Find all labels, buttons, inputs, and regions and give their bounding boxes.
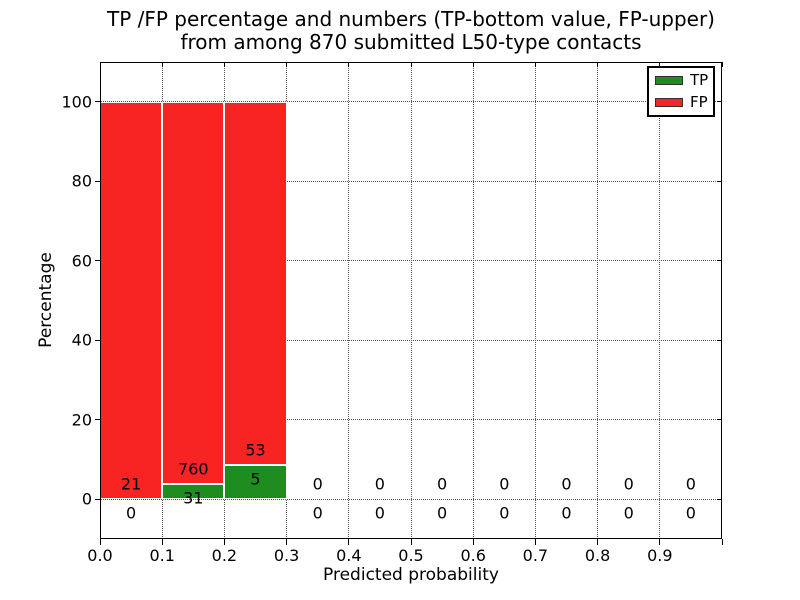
x-tick-mark <box>597 539 599 545</box>
fp-count-label: 53 <box>245 440 266 460</box>
x-tick-mark <box>410 539 412 545</box>
legend-label-fp: FP <box>690 93 708 111</box>
y-tick-mark <box>95 260 100 262</box>
x-tick-mark <box>472 539 474 545</box>
x-gridline <box>348 62 350 539</box>
y-tick-mark <box>95 498 100 500</box>
x-tick-mark-top <box>534 62 536 67</box>
tp-color-swatch-icon <box>655 76 683 85</box>
x-tick-mark-top <box>597 62 599 67</box>
fp-count-label: 0 <box>374 474 385 494</box>
x-tick-mark-top <box>286 62 288 67</box>
y-tick-mark-right <box>717 260 722 262</box>
tp-count-label: 0 <box>312 503 323 523</box>
y-tick-label: 40 <box>71 330 92 350</box>
tp-count-label: 5 <box>250 469 261 489</box>
fp-color-swatch-icon <box>655 98 683 107</box>
x-gridline <box>286 62 288 539</box>
x-tick-label: 0.1 <box>149 546 175 565</box>
fp-count-label: 0 <box>623 474 634 494</box>
x-tick-mark <box>223 539 225 545</box>
x-tick-label: 0.7 <box>522 546 549 565</box>
x-tick-label: 0.6 <box>460 546 486 565</box>
y-tick-mark <box>95 419 100 421</box>
tp-count-label: 0 <box>374 503 385 523</box>
bar-segment-tp <box>224 464 287 500</box>
y-tick-mark-right <box>717 419 722 421</box>
x-tick-label: 0.2 <box>211 546 238 565</box>
x-tick-mark-top <box>721 62 723 67</box>
legend: TP FP <box>647 66 715 117</box>
tp-count-label: 31 <box>183 488 204 508</box>
legend-item-fp: FP <box>655 93 708 111</box>
x-tick-label: 0.9 <box>647 546 673 565</box>
bar-segment-fp <box>162 101 225 484</box>
bar-segment-fp <box>224 101 287 465</box>
x-gridline <box>597 62 599 539</box>
fp-count-label: 0 <box>685 474 696 494</box>
x-tick-mark-top <box>659 62 661 67</box>
x-tick-label: 0.4 <box>336 546 362 565</box>
x-tick-mark-top <box>410 62 412 67</box>
x-tick-mark <box>721 539 723 545</box>
y-tick-mark <box>95 180 100 182</box>
fp-count-label: 21 <box>120 474 142 494</box>
x-tick-mark <box>348 539 350 545</box>
tp-count-label: 0 <box>685 503 696 523</box>
fp-count-label: 0 <box>312 474 323 494</box>
x-gridline <box>659 62 661 539</box>
y-tick-mark-right <box>717 180 722 182</box>
x-gridline <box>410 62 412 539</box>
y-axis-label: Percentage <box>36 252 56 348</box>
y-tick-label: 0 <box>81 489 92 509</box>
x-tick-mark-top <box>161 62 163 67</box>
y-tick-mark-right <box>717 339 722 341</box>
y-tick-mark-right <box>717 101 722 103</box>
x-tick-mark-top <box>223 62 225 67</box>
y-tick-mark-right <box>717 498 722 500</box>
fp-count-label: 0 <box>561 474 572 494</box>
y-tick-label: 20 <box>71 410 92 430</box>
x-tick-label: 0.0 <box>87 546 113 565</box>
legend-item-tp: TP <box>655 71 709 89</box>
fp-count-label: 760 <box>178 459 209 479</box>
tp-count-label: 0 <box>623 503 634 523</box>
x-tick-mark <box>161 539 163 545</box>
x-tick-mark-top <box>472 62 474 67</box>
plot-border <box>100 62 722 539</box>
y-tick-mark <box>95 339 100 341</box>
tp-count-label: 0 <box>126 503 137 523</box>
bar-segment-tp <box>162 483 225 500</box>
tp-count-label: 0 <box>561 503 572 523</box>
x-tick-mark <box>659 539 661 545</box>
x-tick-mark-top <box>348 62 350 67</box>
x-axis-label: Predicted probability <box>323 565 499 585</box>
x-tick-label: 0.3 <box>273 546 300 565</box>
tp-count-label: 0 <box>499 503 510 523</box>
fp-count-label: 0 <box>499 474 510 494</box>
y-tick-label: 80 <box>71 171 92 191</box>
x-tick-mark <box>534 539 536 545</box>
x-tick-label: 0.8 <box>584 546 611 565</box>
chart-title: TP /FP percentage and numbers (TP-bottom… <box>100 8 722 54</box>
y-tick-label: 60 <box>71 251 92 271</box>
chart-title-line2: from among 870 submitted L50-type contac… <box>180 30 642 54</box>
x-gridline <box>534 62 536 539</box>
chart-title-line1: TP /FP percentage and numbers (TP-bottom… <box>107 7 715 31</box>
x-tick-label: 0.5 <box>398 546 424 565</box>
fp-count-label: 0 <box>437 474 448 494</box>
x-gridline <box>472 62 474 539</box>
y-tick-mark <box>95 101 100 103</box>
x-tick-mark <box>99 539 101 545</box>
x-tick-mark <box>286 539 288 545</box>
legend-label-tp: TP <box>690 71 709 89</box>
y-tick-label: 100 <box>61 92 92 112</box>
tp-count-label: 0 <box>437 503 448 523</box>
